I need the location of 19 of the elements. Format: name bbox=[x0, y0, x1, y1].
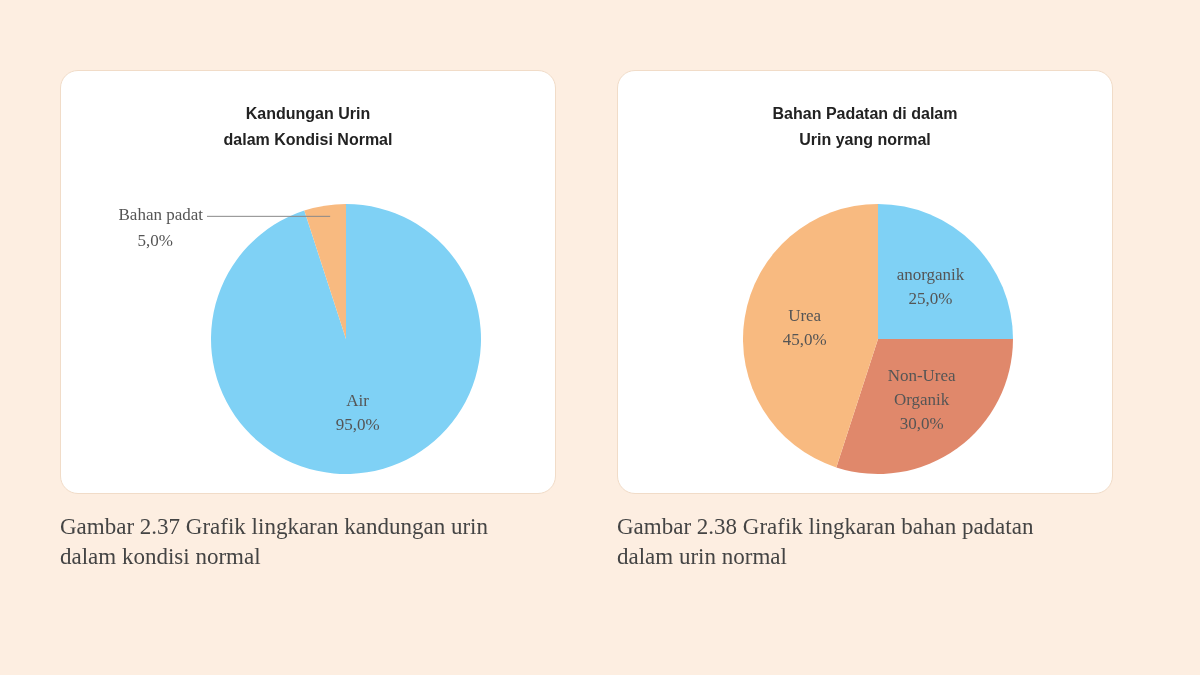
text: Gambar 2.38 Grafik lingkaran bahan padatan dalam urin normal bbox=[617, 513, 1035, 571]
chart-title: Kandungan Urin dalam Kondisi Normal bbox=[222, 104, 394, 150]
slice-label: Air bbox=[346, 391, 370, 411]
pie-slice bbox=[878, 204, 1013, 339]
chart-title: Bahan Padatan di dalam Urin yang normal bbox=[771, 104, 959, 150]
text: Gambar 2.37 Grafik lingkaran kandungan urin dalam kondisi normal bbox=[60, 513, 489, 571]
pie-slice bbox=[836, 339, 1013, 474]
data-label: 25,0% bbox=[908, 289, 953, 309]
pie-slice bbox=[211, 204, 481, 474]
pie-slice bbox=[304, 204, 346, 339]
data-label: 30,0% bbox=[899, 414, 944, 434]
slice-label: Bahan padat bbox=[118, 205, 204, 225]
data-label: 5,0% bbox=[137, 231, 173, 251]
data-label: 95,0% bbox=[335, 415, 380, 435]
slice-label: Urea bbox=[788, 306, 822, 326]
pie-slice bbox=[743, 204, 878, 468]
slice-label: anorganik bbox=[896, 265, 965, 285]
slice-label: Non-Urea Organik bbox=[887, 366, 957, 410]
data-label: 45,0% bbox=[782, 330, 827, 350]
